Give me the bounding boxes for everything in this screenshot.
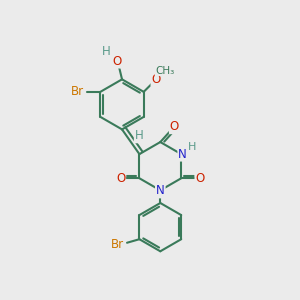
Text: H: H: [188, 142, 196, 152]
Text: H: H: [102, 45, 111, 58]
Text: O: O: [116, 172, 125, 185]
Text: N: N: [178, 148, 187, 160]
Text: O: O: [195, 172, 205, 185]
Text: O: O: [152, 73, 161, 86]
Text: O: O: [112, 55, 122, 68]
Text: Br: Br: [71, 85, 84, 98]
Text: N: N: [156, 184, 165, 197]
Text: O: O: [170, 120, 179, 133]
Text: CH₃: CH₃: [155, 66, 175, 76]
Text: H: H: [135, 129, 143, 142]
Text: Br: Br: [110, 238, 124, 251]
